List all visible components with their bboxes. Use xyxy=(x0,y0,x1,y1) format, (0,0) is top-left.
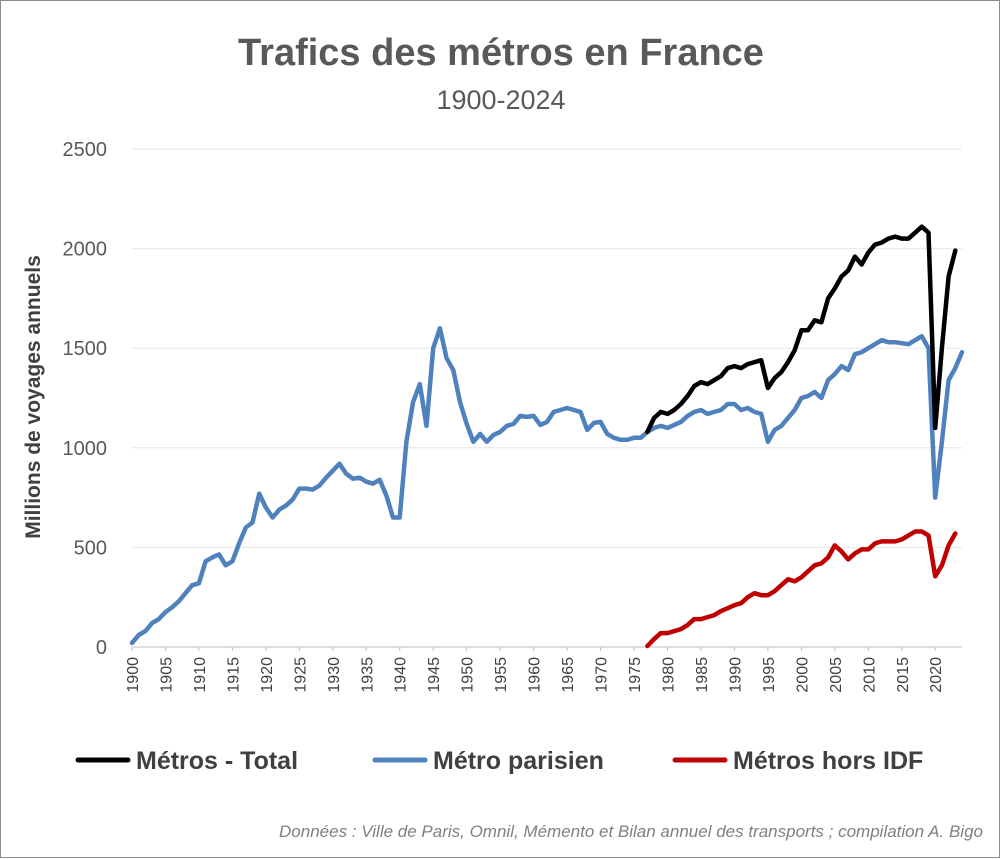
x-tick-label: 2010 xyxy=(861,657,878,693)
x-axis-ticks: 1900 1905 1910 1915 1920 1925 1930 1935 1940 1945… xyxy=(125,647,945,693)
x-tick-label: 1965 xyxy=(560,657,577,693)
source-note: Données : Ville de Paris, Omnil, Mémento… xyxy=(279,822,983,841)
x-tick-label: 1900 xyxy=(125,657,142,693)
x-tick-label: 1970 xyxy=(594,657,611,693)
x-tick-label: 1940 xyxy=(393,657,410,693)
x-tick-label: 1990 xyxy=(727,657,744,693)
y-tick-label: 2000 xyxy=(63,239,108,261)
y-tick-label: 2500 xyxy=(63,139,108,161)
y-axis-label: Millions de voyages annuels xyxy=(22,255,45,539)
x-tick-label: 1920 xyxy=(259,657,276,693)
x-tick-label: 2000 xyxy=(794,657,811,693)
chart-subtitle: 1900-2024 xyxy=(436,85,565,115)
series-lines xyxy=(129,224,965,649)
legend-label: Métro parisien xyxy=(433,747,604,775)
x-tick-label: 2005 xyxy=(828,657,845,693)
legend: Métros - Total Métro parisien Métros hors … xyxy=(75,747,923,775)
x-tick-label: 1935 xyxy=(359,657,376,693)
x-tick-label: 1980 xyxy=(660,657,677,693)
legend-label: Métros hors IDF xyxy=(733,747,923,775)
x-tick-label: 2020 xyxy=(928,657,945,693)
y-tick-label: 0 xyxy=(96,637,107,659)
series-line-0 xyxy=(645,224,958,435)
x-tick-label: 1960 xyxy=(527,657,544,693)
x-tick-label: 1915 xyxy=(225,657,242,693)
x-tick-label: 1995 xyxy=(761,657,778,693)
x-tick-label: 2015 xyxy=(895,657,912,693)
y-tick-label: 1500 xyxy=(63,338,108,360)
chart-title: Trafics des métros en France xyxy=(238,32,764,74)
x-tick-label: 1950 xyxy=(460,657,477,693)
x-tick-label: 1925 xyxy=(292,657,309,693)
legend-label: Métros - Total xyxy=(136,747,298,775)
x-tick-label: 1905 xyxy=(158,657,175,693)
y-axis-ticks: 0 500 1000 1500 2000 2500 xyxy=(63,139,108,659)
x-tick-label: 1975 xyxy=(627,657,644,693)
x-tick-label: 1955 xyxy=(493,657,510,693)
x-tick-label: 1910 xyxy=(192,657,209,693)
series-line-2 xyxy=(645,529,958,649)
x-tick-label: 1985 xyxy=(694,657,711,693)
x-tick-label: 1930 xyxy=(326,657,343,693)
y-tick-label: 500 xyxy=(74,537,107,559)
y-tick-label: 1000 xyxy=(63,438,108,460)
series-line-1 xyxy=(129,326,965,646)
x-tick-label: 1945 xyxy=(426,657,443,693)
gridlines xyxy=(132,148,962,548)
